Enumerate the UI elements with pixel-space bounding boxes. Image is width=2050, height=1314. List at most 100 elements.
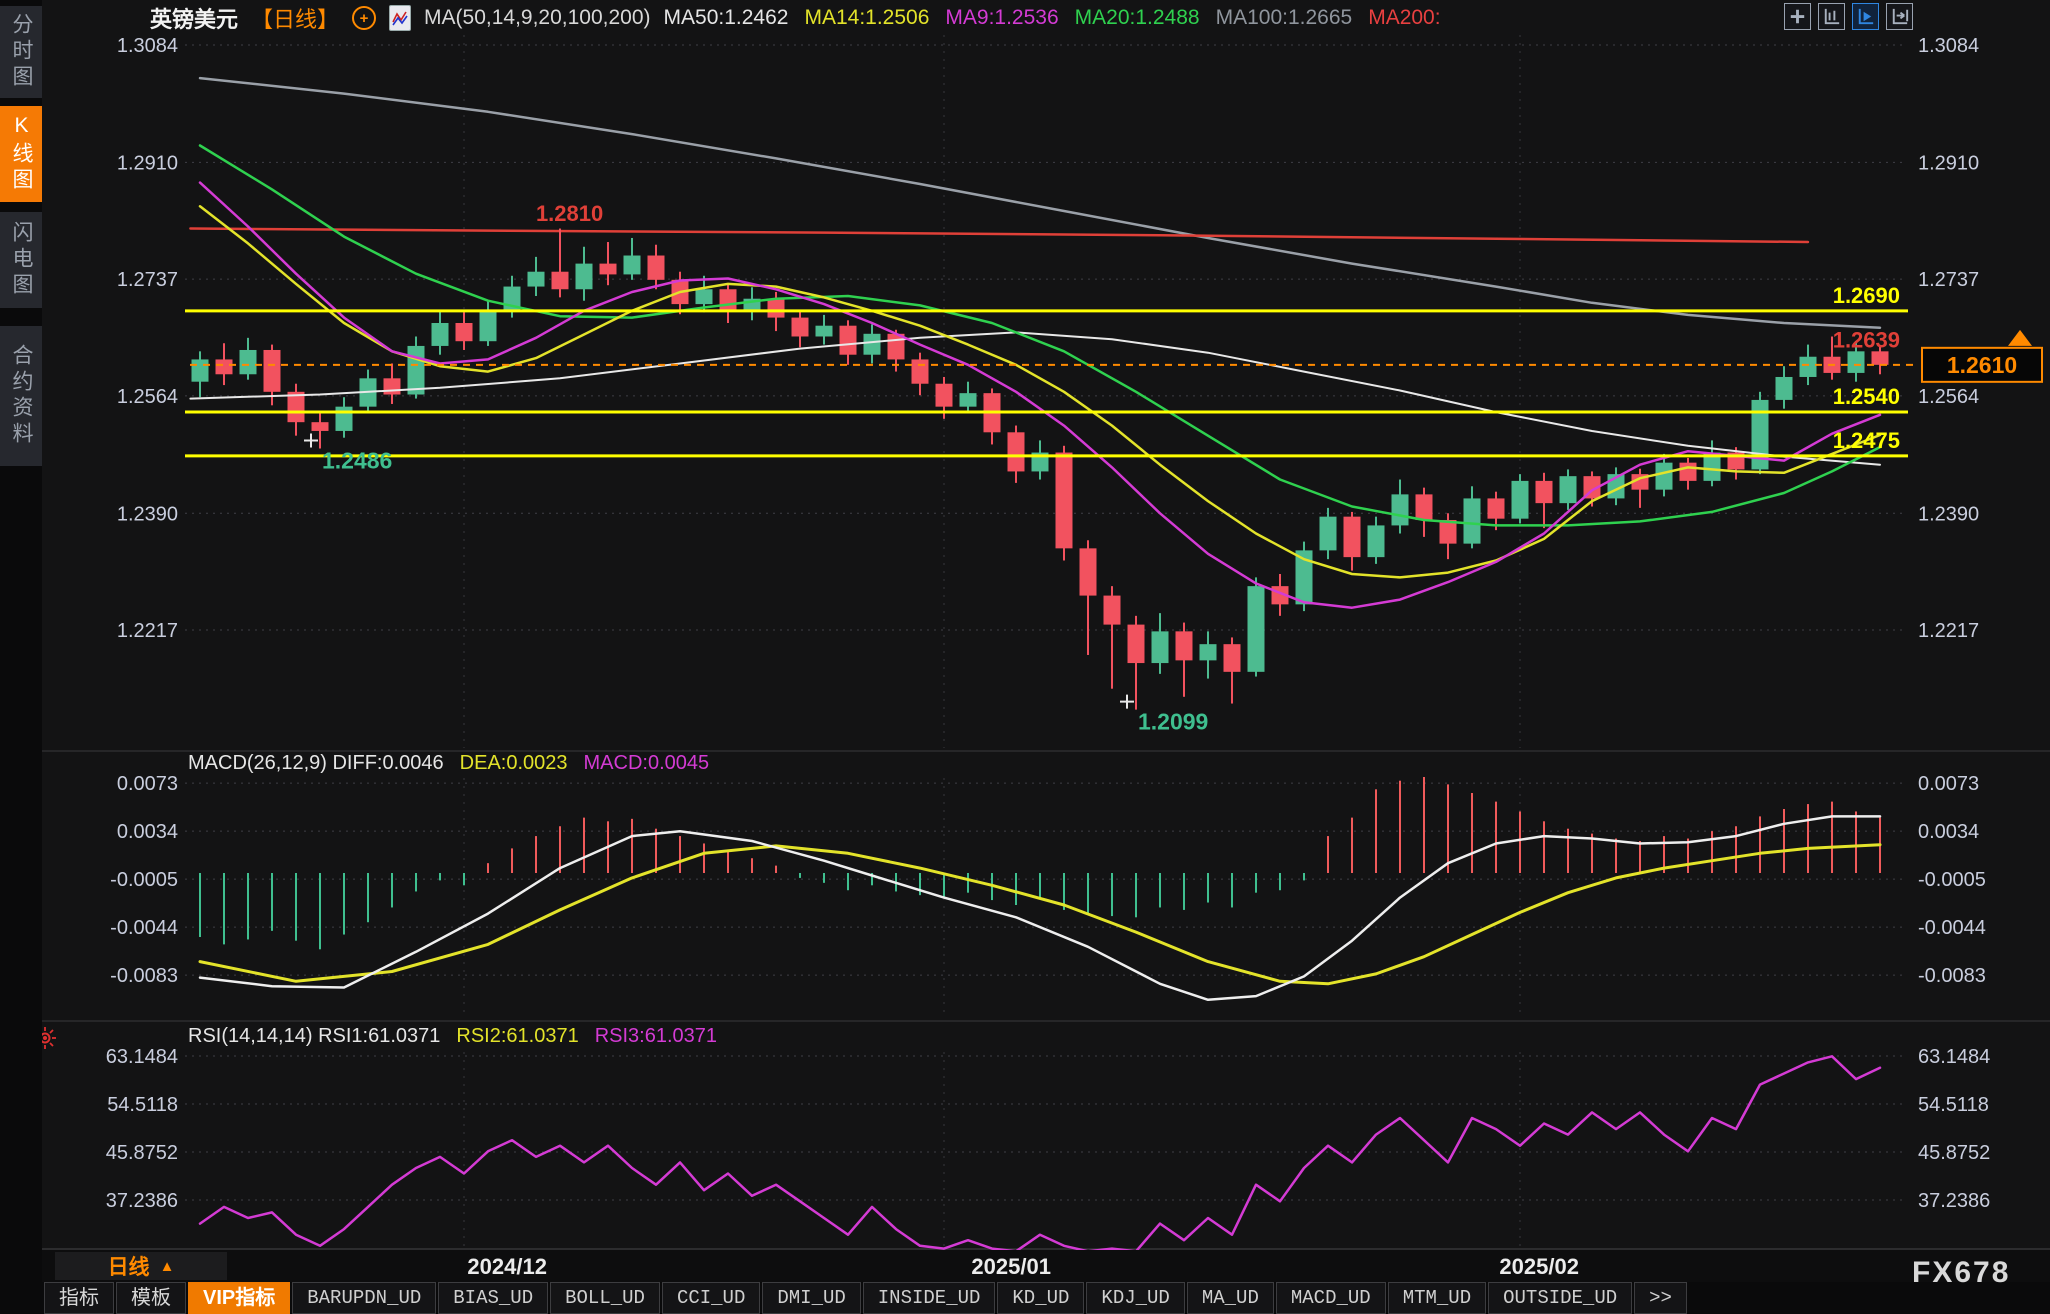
svg-text:-0.0083: -0.0083 (1918, 965, 1986, 987)
ma200-line (189, 227, 1810, 244)
sidebar-item-3[interactable]: 闪电图 (0, 212, 42, 308)
macd-legend: MACD(26,12,9) DIFF:0.0046 DEA:0.0023 MACD:… (188, 752, 709, 775)
svg-text:1.2486: 1.2486 (322, 447, 392, 473)
svg-text:1.2639: 1.2639 (1833, 327, 1900, 352)
candles-layer (191, 228, 1889, 710)
tab-outside_ud[interactable]: OUTSIDE_UD (1488, 1282, 1633, 1314)
svg-text:1.2690: 1.2690 (1833, 283, 1900, 308)
svg-text:54.5118: 54.5118 (1918, 1094, 1989, 1116)
ma-group-label: MA(50,14,9,20,100,200) (424, 6, 651, 29)
sidebar: 分时图 K线图闪电图合约资料 (0, 0, 42, 1314)
axis-scale-icon[interactable] (1818, 3, 1845, 30)
tab-[interactable]: 模板 (116, 1282, 186, 1314)
tab-macd_ud[interactable]: MACD_UD (1275, 1282, 1386, 1314)
svg-text:1.2390: 1.2390 (1918, 503, 1979, 525)
svg-text:37.2386: 37.2386 (1918, 1190, 1990, 1212)
svg-text:37.2386: 37.2386 (106, 1190, 178, 1212)
ma-lines-under (189, 76, 1882, 329)
add-circle-icon[interactable]: + (352, 6, 377, 30)
support-resistance-lines: 1.2690 1.2540 1.2475 1.2810 1.2639 (185, 201, 1908, 458)
rsi-line (198, 1055, 1882, 1250)
svg-text:1.2217: 1.2217 (1918, 620, 1979, 642)
axis-play-icon[interactable] (1852, 3, 1879, 30)
svg-text:1.2217: 1.2217 (117, 620, 178, 642)
rsi-panel (198, 1055, 1882, 1250)
svg-text:1.2564: 1.2564 (1918, 386, 1979, 408)
ma100-line (198, 76, 1882, 329)
price-up-arrow-icon (2008, 329, 2032, 346)
svg-text:0.0073: 0.0073 (1918, 773, 1979, 795)
chart-header-legend: 英镑美元 【日线】 + MA(50,14,9,20,100,200) MA50:… (150, 3, 1441, 33)
tab-ma_ud[interactable]: MA_UD (1186, 1282, 1274, 1314)
ma9-line (198, 181, 1882, 609)
chevron-up-icon: ▲ (159, 1257, 175, 1275)
ma20-line (198, 144, 1882, 527)
svg-text:-0.0005: -0.0005 (1918, 869, 1986, 891)
svg-text:-0.0044: -0.0044 (1918, 917, 1986, 939)
axis-shift-icon[interactable] (1886, 3, 1913, 30)
sidebar-item-2[interactable]: K线图 (0, 106, 42, 202)
chart-canvas[interactable]: 1.3084 1.3084 1.2910 1.2910 1.2737 1.2737 1.25… (0, 0, 2050, 1250)
legend-item: RSI3:61.0371 (594, 1025, 718, 1047)
tab-[interactable]: 指标 (44, 1282, 114, 1314)
svg-text:1.2099: 1.2099 (1138, 709, 1208, 735)
tab-[interactable]: >> (1634, 1282, 1687, 1314)
svg-text:1.2540: 1.2540 (1833, 384, 1900, 409)
tab-vip[interactable]: VIP指标 (188, 1282, 291, 1314)
chart-toolbar (1784, 3, 1913, 30)
svg-text:45.8752: 45.8752 (106, 1142, 178, 1164)
ma-legend-item: MA9:1.2536 (945, 6, 1059, 29)
sidebar-item-4[interactable]: 合约资料 (0, 326, 42, 466)
dea-line (198, 843, 1882, 986)
ma14-line (198, 205, 1882, 579)
ma-legend-item: MA50:1.2462 (663, 6, 789, 29)
indicator-tabs: 指标 模板 VIP指标 BARUPDN_UD BIAS_UD BOLL_UD CCI_UD D… (42, 1282, 1687, 1314)
svg-text:1.2737: 1.2737 (117, 269, 178, 291)
tab-boll_ud[interactable]: BOLL_UD (550, 1282, 660, 1314)
tab-barupdn_ud[interactable]: BARUPDN_UD (292, 1282, 437, 1314)
ma-legend-item: MA20:1.2488 (1074, 6, 1200, 29)
price-annotations: 1.2486 1.2099 (304, 433, 1208, 735)
tab-kdj_ud[interactable]: KDJ_UD (1086, 1282, 1185, 1314)
svg-text:45.8752: 45.8752 (1918, 1142, 1990, 1164)
sidebar-item-1[interactable]: 分时图 (0, 6, 42, 98)
svg-text:1.2564: 1.2564 (117, 386, 178, 408)
x-axis-month-label: 2025/02 (1499, 1254, 1579, 1279)
tab-inside_ud[interactable]: INSIDE_UD (862, 1282, 996, 1314)
chart-type-icon[interactable] (389, 5, 412, 31)
ma-lines-over (189, 144, 1882, 609)
current-price-line: 1.2610 (190, 329, 2043, 383)
svg-text:1.2737: 1.2737 (1918, 269, 1979, 291)
tab-mtm_ud[interactable]: MTM_UD (1387, 1282, 1487, 1314)
svg-text:63.1484: 63.1484 (106, 1046, 178, 1068)
gridlines (185, 35, 1905, 1248)
legend-item: RSI(14,14,14) RSI1:61.0371 (188, 1025, 441, 1047)
svg-text:1.2910: 1.2910 (117, 152, 178, 174)
period-dropdown-label: 日线 (107, 1256, 150, 1279)
tab-bias_ud[interactable]: BIAS_UD (438, 1282, 549, 1314)
legend-item: MACD:0.0045 (583, 752, 710, 774)
axis-labels: 1.3084 1.3084 1.2910 1.2910 1.2737 1.2737 1.25… (106, 35, 1991, 1212)
symbol-title: 英镑美元 (150, 7, 239, 32)
tab-dmi_ud[interactable]: DMI_UD (762, 1282, 861, 1314)
svg-text:0.0034: 0.0034 (1918, 821, 1979, 843)
svg-text:1.3084: 1.3084 (1918, 35, 1979, 57)
ma-legend-values: MA50:1.2462 MA14:1.2506 MA9:1.2536 MA20:1.2… (664, 6, 1441, 30)
tab-cci_ud[interactable]: CCI_UD (661, 1282, 761, 1314)
svg-text:-0.0083: -0.0083 (110, 965, 178, 987)
diff-line (198, 815, 1882, 1002)
macd-panel (198, 777, 1882, 1002)
svg-text:1.2810: 1.2810 (536, 201, 603, 226)
tab-kd_ud[interactable]: KD_UD (997, 1282, 1085, 1314)
svg-text:0.0034: 0.0034 (117, 821, 178, 843)
svg-text:1.2910: 1.2910 (1918, 152, 1979, 174)
svg-text:1.2475: 1.2475 (1833, 428, 1900, 453)
svg-text:54.5118: 54.5118 (107, 1094, 178, 1116)
period-dropdown-button[interactable]: 日线 ▲ (55, 1252, 227, 1280)
current-price-tag: 1.2610 (1947, 352, 2017, 378)
svg-text:-0.0005: -0.0005 (110, 869, 178, 891)
period-badge: 【日线】 (251, 7, 340, 32)
grid-layout-icon[interactable] (1784, 3, 1811, 30)
ma50-line (189, 331, 1881, 466)
